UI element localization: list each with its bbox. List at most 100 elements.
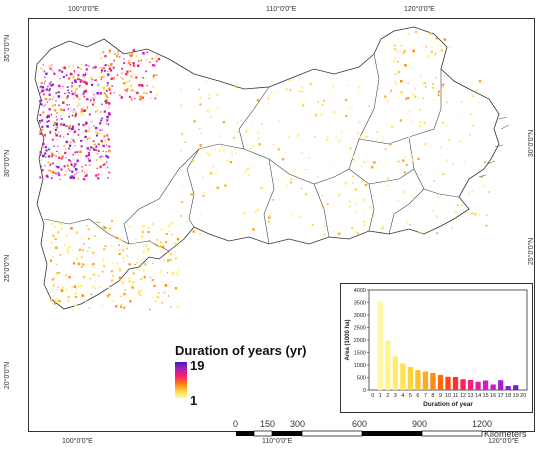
duration-pixel: [104, 64, 107, 66]
duration-pixel: [166, 232, 168, 235]
duration-pixel: [63, 165, 66, 168]
duration-pixel: [419, 232, 421, 235]
duration-pixel: [94, 143, 96, 145]
duration-pixel: [186, 221, 188, 223]
duration-pixel: [145, 58, 147, 61]
duration-pixel: [222, 121, 225, 124]
duration-pixel: [55, 263, 58, 266]
duration-pixel: [156, 244, 159, 247]
duration-pixel: [104, 100, 106, 103]
duration-pixel: [417, 157, 420, 161]
duration-pixel: [77, 77, 79, 79]
duration-pixel: [83, 243, 85, 245]
duration-pixel: [125, 247, 128, 250]
duration-pixel: [85, 64, 88, 67]
duration-pixel: [93, 125, 95, 127]
duration-pixel: [106, 76, 109, 78]
duration-pixel: [101, 69, 104, 72]
duration-pixel: [136, 91, 139, 95]
bar: [377, 301, 383, 390]
duration-pixel: [108, 49, 111, 52]
duration-pixel: [151, 279, 154, 282]
duration-pixel: [83, 276, 86, 279]
duration-pixel: [167, 224, 171, 228]
x-tick-label: 0: [371, 393, 374, 399]
bar: [385, 340, 391, 390]
duration-pixel: [51, 278, 54, 281]
lon-tick-bottom-0: 100°0'0"E: [62, 438, 93, 445]
duration-pixel: [56, 112, 58, 114]
duration-pixel: [257, 137, 261, 140]
duration-pixel: [83, 109, 86, 112]
duration-pixel: [74, 163, 77, 166]
duration-pixel: [73, 141, 76, 143]
duration-pixel: [88, 159, 91, 162]
duration-pixel: [95, 105, 97, 108]
duration-pixel: [129, 300, 132, 303]
duration-pixel: [50, 247, 52, 249]
duration-pixel: [397, 160, 400, 163]
duration-pixel: [51, 222, 54, 225]
duration-pixel: [155, 94, 158, 96]
duration-pixel: [110, 228, 113, 230]
duration-pixel: [79, 79, 82, 81]
duration-pixel: [80, 284, 83, 287]
duration-pixel: [142, 84, 145, 87]
scale-label-150: 150: [260, 419, 276, 429]
duration-pixel: [86, 225, 88, 227]
duration-pixel: [102, 75, 105, 78]
duration-pixel: [106, 294, 110, 298]
duration-pixel: [163, 260, 165, 262]
duration-pixel: [112, 275, 114, 277]
lon-tick-bottom-2: 120°0'0"E: [488, 438, 519, 445]
duration-pixel: [370, 165, 374, 169]
duration-pixel: [47, 89, 49, 91]
duration-pixel: [90, 99, 92, 101]
duration-pixel: [348, 107, 350, 109]
duration-pixel: [335, 135, 338, 138]
duration-pixel: [66, 92, 68, 95]
duration-pixel: [175, 271, 178, 274]
duration-pixel: [137, 282, 139, 284]
duration-pixel: [320, 113, 323, 116]
duration-pixel: [458, 140, 461, 143]
duration-pixel: [488, 191, 490, 193]
duration-pixel: [58, 131, 60, 133]
duration-pixel: [108, 51, 111, 54]
duration-pixel: [103, 67, 105, 69]
duration-pixel: [338, 232, 341, 235]
duration-pixel: [87, 250, 89, 252]
duration-pixel: [60, 289, 64, 292]
duration-pixel: [107, 71, 109, 73]
duration-pixel: [72, 65, 75, 67]
duration-pixel: [397, 61, 399, 63]
duration-pixel: [99, 129, 101, 131]
duration-pixel: [484, 161, 486, 164]
duration-pixel: [152, 76, 155, 79]
duration-pixel: [418, 98, 420, 100]
duration-pixel: [76, 94, 78, 97]
duration-pixel: [306, 116, 308, 118]
duration-pixel: [41, 68, 45, 72]
duration-pixel: [442, 173, 444, 175]
duration-pixel: [119, 278, 122, 281]
duration-pixel: [96, 92, 99, 95]
duration-pixel: [84, 172, 86, 174]
duration-pixel: [82, 124, 85, 127]
duration-pixel: [256, 209, 259, 212]
duration-pixel: [47, 155, 51, 158]
duration-pixel: [89, 113, 91, 115]
duration-pixel: [445, 159, 449, 162]
duration-pixel: [139, 98, 142, 101]
duration-pixel: [137, 60, 140, 62]
duration-pixel: [73, 111, 75, 113]
duration-pixel: [63, 109, 65, 112]
duration-pixel: [107, 64, 109, 66]
duration-pixel: [306, 96, 308, 99]
duration-pixel: [139, 294, 142, 296]
duration-pixel: [67, 133, 69, 135]
duration-pixel: [42, 154, 45, 158]
duration-pixel: [147, 252, 149, 254]
duration-pixel: [96, 221, 99, 224]
duration-pixel: [199, 97, 202, 100]
